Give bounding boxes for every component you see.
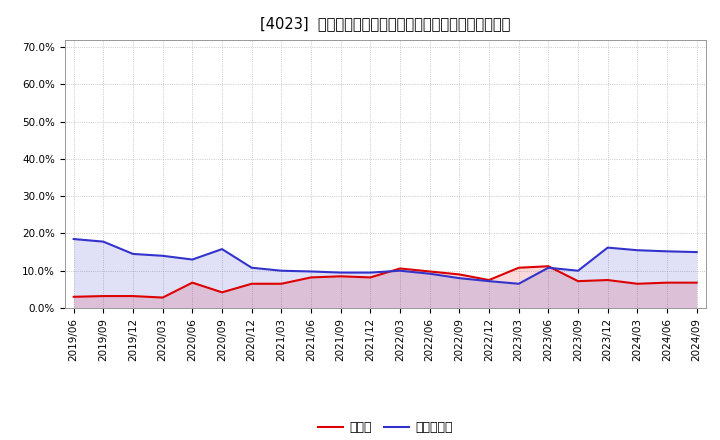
Title: [4023]  現預金、有利子負債の総資産に対する比率の推移: [4023] 現預金、有利子負債の総資産に対する比率の推移 [260,16,510,32]
現預金 [426,269,434,274]
現預金 [574,279,582,284]
現預金 [188,280,197,285]
現預金 [662,280,671,285]
有利子負債 [662,249,671,254]
現預金 [514,265,523,270]
有利子負債 [188,257,197,262]
有利子負債 [336,270,345,275]
有利子負債 [217,246,226,252]
現預金 [366,275,374,280]
有利子負債 [69,236,78,242]
現預金 [693,280,701,285]
有利子負債 [158,253,167,258]
有利子負債 [277,268,286,273]
有利子負債 [396,268,405,273]
有利子負債 [574,268,582,273]
Line: 現預金: 現預金 [73,266,697,297]
現預金 [158,295,167,300]
有利子負債 [693,249,701,255]
現預金 [485,277,493,282]
現預金 [396,266,405,271]
有利子負債 [307,269,315,274]
現預金 [336,274,345,279]
現預金 [277,281,286,286]
現預金 [633,281,642,286]
有利子負債 [99,239,108,244]
現預金 [248,281,256,286]
現預金 [455,272,464,277]
有利子負債 [248,265,256,270]
現預金 [544,264,553,269]
有利子負債 [544,265,553,270]
有利子負債 [129,251,138,257]
現預金 [99,293,108,299]
有利子負債 [485,279,493,284]
現預金 [307,275,315,280]
有利子負債 [366,270,374,275]
有利子負債 [603,245,612,250]
有利子負債 [633,248,642,253]
Line: 有利子負債: 有利子負債 [73,239,697,284]
有利子負債 [514,281,523,286]
有利子負債 [426,271,434,276]
有利子負債 [455,275,464,281]
現預金 [69,294,78,300]
現預金 [217,290,226,295]
Legend: 現預金, 有利子負債: 現預金, 有利子負債 [312,416,458,439]
現預金 [603,277,612,282]
現預金 [129,293,138,299]
